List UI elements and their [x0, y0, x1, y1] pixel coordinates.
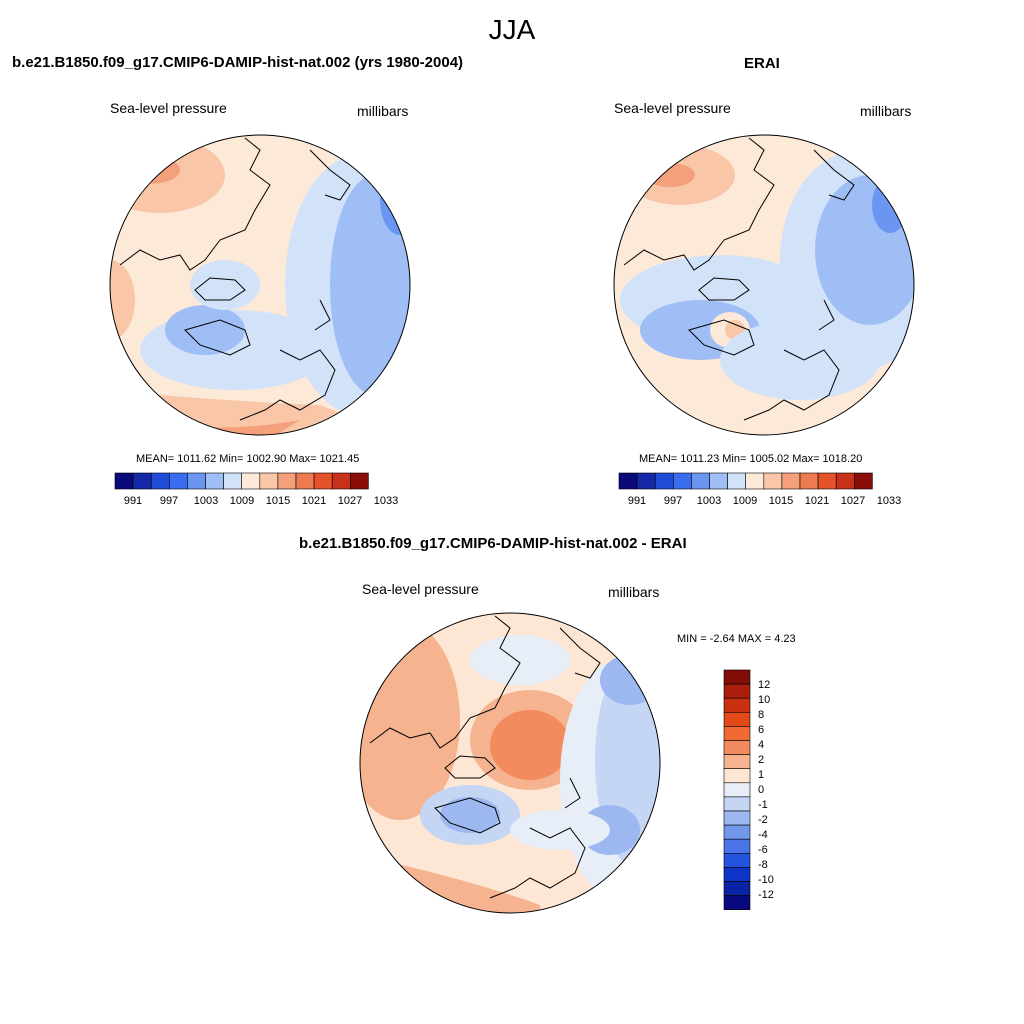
diff-colorbar-label: 1 — [758, 769, 765, 781]
model-colorbar — [114, 472, 369, 490]
model-colorbar-swatch — [313, 472, 333, 490]
diff-colorbar-label: -2 — [758, 814, 768, 826]
model-colorbar-swatch — [114, 472, 134, 490]
model-colorbar-label: 1027 — [337, 495, 363, 507]
diff-minmax-stats: MIN = -2.64 MAX = 4.23 — [677, 633, 796, 645]
diff-colorbar-swatch — [723, 726, 751, 741]
diff-colorbar-swatch — [723, 852, 751, 868]
diff-colorbar-swatch — [723, 796, 751, 812]
diff-colorbar-label: 2 — [758, 754, 765, 766]
model-colorbar-swatch — [205, 472, 224, 490]
model-panel-title: b.e21.B1850.f09_g17.CMIP6-DAMIP-hist-nat… — [12, 54, 464, 71]
diff-colorbar-swatch — [723, 683, 751, 699]
model-colorbar-label: 1009 — [229, 495, 255, 507]
diff-colorbar-label: 6 — [758, 724, 765, 736]
diff-colorbar-label: -10 — [758, 874, 774, 886]
obs-colorbar-swatch — [727, 472, 746, 490]
obs-colorbar-swatch — [745, 472, 765, 490]
model-colorbar-label: 997 — [159, 495, 179, 507]
obs-colorbar-label: 1015 — [768, 495, 794, 507]
diff-colorbar-swatch — [723, 669, 751, 685]
model-units-label: millibars — [357, 103, 409, 119]
obs-colorbar-label: 991 — [627, 495, 647, 507]
model-colorbar-swatch — [223, 472, 243, 490]
obs-colorbar-swatch — [618, 472, 638, 490]
diff-units-label: millibars — [608, 584, 660, 600]
obs-panel-title: ERAI — [744, 55, 780, 72]
obs-stats: MEAN= 1011.23 Min= 1005.02 Max= 1018.20 — [639, 453, 863, 465]
obs-colorbar-swatch — [781, 472, 801, 490]
model-slp-map — [109, 134, 411, 436]
diff-colorbar-label: 0 — [758, 784, 765, 796]
obs-colorbar — [618, 472, 873, 490]
diff-colorbar-swatch — [723, 754, 751, 769]
diff-colorbar-swatch — [723, 697, 751, 713]
diff-colorbar-swatch — [723, 810, 751, 826]
obs-colorbar-label: 1021 — [804, 495, 830, 507]
diff-colorbar-swatch — [723, 824, 751, 840]
model-colorbar-label: 1021 — [301, 495, 327, 507]
model-colorbar-swatch — [241, 472, 261, 490]
diff-colorbar-label: -8 — [758, 859, 768, 871]
obs-colorbar-label: 1027 — [840, 495, 866, 507]
obs-colorbar-swatch — [654, 472, 674, 490]
model-colorbar-swatch — [150, 472, 170, 490]
model-colorbar-swatch — [277, 472, 297, 490]
obs-colorbar-swatch — [672, 472, 692, 490]
obs-colorbar-swatch — [817, 472, 837, 490]
obs-colorbar-swatch — [636, 472, 656, 490]
model-colorbar-label: 991 — [123, 495, 143, 507]
diff-colorbar-label: -6 — [758, 844, 768, 856]
model-colorbar-label: 1015 — [265, 495, 291, 507]
model-colorbar-swatch — [169, 472, 188, 490]
diff-colorbar-swatch — [723, 838, 751, 854]
diff-colorbar-swatch — [723, 782, 751, 798]
obs-colorbar-swatch — [709, 472, 728, 490]
diff-colorbar-swatch — [723, 881, 751, 896]
diff-panel-title: b.e21.B1850.f09_g17.CMIP6-DAMIP-hist-nat… — [299, 535, 687, 552]
diff-colorbar-swatch — [723, 895, 751, 910]
obs-colorbar-swatch — [763, 472, 783, 490]
obs-slp-map — [613, 134, 915, 436]
obs-units-label: millibars — [860, 103, 912, 119]
model-stats: MEAN= 1011.62 Min= 1002.90 Max= 1021.45 — [136, 453, 360, 465]
model-colorbar-swatch — [295, 472, 315, 490]
figure-title: JJA — [488, 14, 536, 45]
diff-variable-label: Sea-level pressure — [362, 581, 479, 597]
obs-colorbar-swatch — [853, 472, 873, 490]
obs-colorbar-label: 1003 — [696, 495, 722, 507]
diff-colorbar-label: -12 — [758, 889, 774, 901]
model-colorbar-swatch — [349, 472, 369, 490]
diff-colorbar — [723, 669, 751, 910]
model-colorbar-label: 1033 — [373, 495, 399, 507]
diff-colorbar-label: 10 — [758, 694, 771, 706]
model-colorbar-swatch — [187, 472, 206, 490]
obs-variable-label: Sea-level pressure — [614, 100, 731, 116]
obs-colorbar-swatch — [835, 472, 855, 490]
model-colorbar-label: 1003 — [193, 495, 219, 507]
diff-colorbar-label: 4 — [758, 739, 765, 751]
diff-slp-map — [359, 612, 661, 914]
diff-colorbar-label: -4 — [758, 829, 768, 841]
diff-colorbar-label: 8 — [758, 709, 765, 721]
model-colorbar-swatch — [259, 472, 279, 490]
model-variable-label: Sea-level pressure — [110, 100, 227, 116]
obs-colorbar-label: 1009 — [732, 495, 758, 507]
obs-colorbar-swatch — [691, 472, 710, 490]
model-colorbar-swatch — [132, 472, 152, 490]
model-colorbar-swatch — [331, 472, 351, 490]
obs-colorbar-label: 997 — [663, 495, 683, 507]
diff-colorbar-swatch — [723, 867, 751, 882]
obs-colorbar-swatch — [799, 472, 819, 490]
diff-colorbar-label: 12 — [758, 679, 771, 691]
obs-colorbar-label: 1033 — [876, 495, 902, 507]
diff-colorbar-swatch — [723, 768, 751, 784]
diff-colorbar-swatch — [723, 711, 751, 727]
diff-colorbar-label: -1 — [758, 799, 768, 811]
diff-colorbar-swatch — [723, 740, 751, 755]
